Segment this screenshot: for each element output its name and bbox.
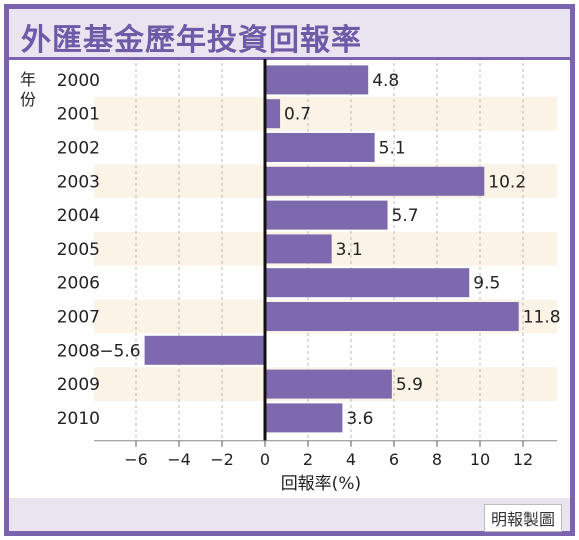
- category-label: 2003: [57, 172, 100, 192]
- x-tick-label: −2: [210, 450, 234, 469]
- x-tick-label: −6: [124, 450, 148, 469]
- category-label: 2009: [57, 375, 100, 395]
- x-tick-label: 8: [432, 450, 442, 469]
- data-label: 5.9: [396, 375, 423, 395]
- credit-bar: 明報製圖: [9, 498, 570, 532]
- data-label: 10.2: [488, 172, 526, 192]
- data-label: 3.6: [346, 409, 373, 429]
- data-label: 0.7: [284, 105, 311, 125]
- x-axis-title: 回報率(%): [281, 474, 361, 494]
- y-axis-title-char: 年: [20, 70, 36, 89]
- title-rule: [9, 57, 570, 60]
- bar: [265, 99, 281, 129]
- credit-label: 明報製圖: [483, 504, 562, 532]
- category-label: 2001: [57, 105, 100, 125]
- category-label: 2007: [57, 308, 100, 328]
- bar: [265, 65, 369, 95]
- x-tick-label: 0: [260, 450, 270, 469]
- x-tick-label: −4: [167, 450, 191, 469]
- data-label: 3.1: [336, 240, 363, 260]
- bar: [265, 166, 485, 196]
- y-axis-title-char: 份: [20, 90, 36, 109]
- bar: [265, 234, 332, 264]
- bar: [265, 268, 470, 298]
- category-label: 2004: [57, 206, 100, 226]
- category-label: 2000: [57, 71, 100, 91]
- data-label: 4.8: [372, 71, 399, 91]
- x-tick-label: 6: [389, 450, 399, 469]
- data-label: 5.7: [392, 206, 419, 226]
- bar: [265, 200, 388, 230]
- x-tick-label: 2: [303, 450, 313, 469]
- data-label: −5.6: [99, 341, 140, 361]
- category-label: 2006: [57, 274, 100, 294]
- chart-title: 外匯基金歷年投資回報率: [21, 23, 362, 58]
- chart-frame: 外匯基金歷年投資回報率 4.8 2000 0.7 2001 5.1 2002 10.2 200…: [4, 4, 575, 536]
- category-label: 2010: [57, 409, 100, 429]
- data-label: 9.5: [473, 274, 500, 294]
- category-label: 2002: [57, 139, 100, 159]
- data-label: 11.8: [523, 308, 561, 328]
- category-label: 2005: [57, 240, 100, 260]
- bar: [265, 403, 343, 433]
- category-label: 2008: [57, 341, 100, 361]
- x-tick-label: 12: [513, 450, 533, 469]
- x-tick-label: 10: [470, 450, 490, 469]
- title-bar: 外匯基金歷年投資回報率: [9, 9, 570, 58]
- bar-chart: 4.8 2000 0.7 2001 5.1 2002 10.2 2003 5.7 2004 3.1 2…: [20, 59, 561, 494]
- data-label: 5.1: [379, 139, 406, 159]
- x-tick-label: 4: [346, 450, 356, 469]
- bar: [144, 335, 265, 365]
- bar: [265, 133, 375, 162]
- bar: [265, 302, 519, 331]
- row-stripe: [94, 96, 557, 131]
- bar: [265, 369, 392, 399]
